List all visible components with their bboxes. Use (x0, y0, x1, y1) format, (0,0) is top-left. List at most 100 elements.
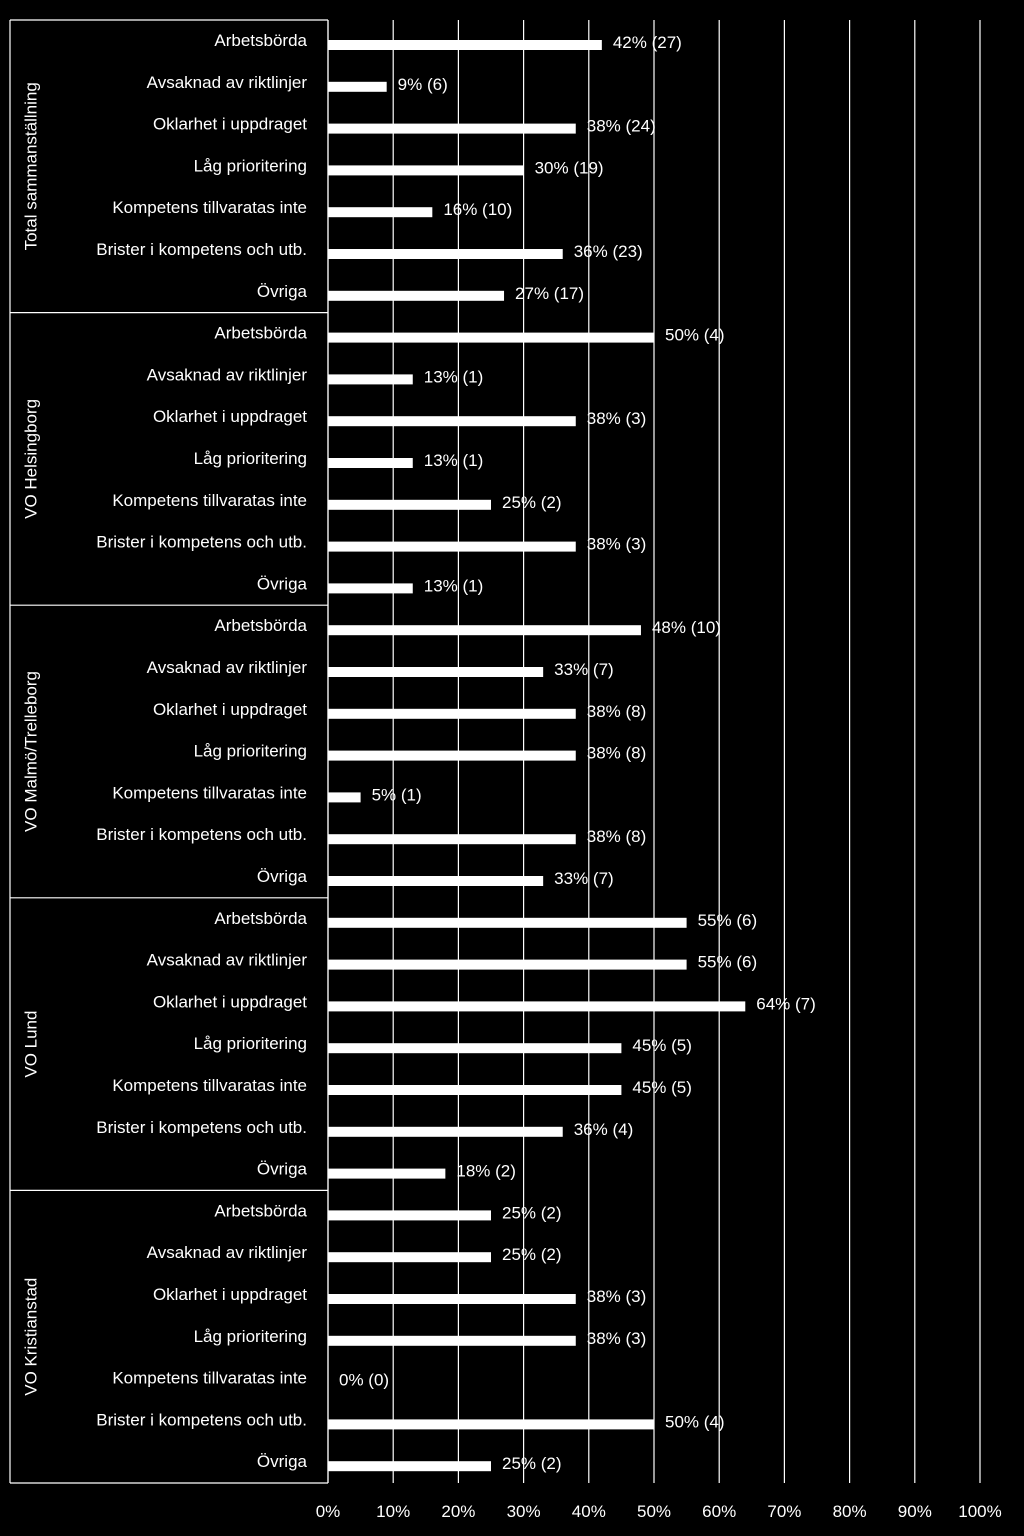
bar (328, 1168, 446, 1179)
category-label: Låg prioritering (194, 1327, 307, 1346)
category-label: Brister i kompetens och utb. (96, 1118, 307, 1137)
data-label: 30% (19) (535, 158, 604, 177)
data-label: 42% (27) (613, 33, 682, 52)
data-label: 13% (1) (424, 576, 484, 595)
group-label: VO Kristianstad (21, 1278, 40, 1396)
bar (328, 1461, 491, 1472)
category-label: Oklarhet i uppdraget (153, 115, 307, 134)
bar (328, 249, 563, 259)
bar (328, 876, 544, 886)
category-label: Kompetens tillvaratas inte (112, 783, 307, 802)
category-label: Avsaknad av riktlinjer (147, 73, 308, 92)
bar (328, 583, 413, 594)
bar (328, 917, 687, 928)
data-label: 48% (10) (652, 618, 721, 637)
bar (328, 123, 576, 134)
category-axis-frame (9, 19, 329, 1484)
labels: 0% 10% 20% 30% 40% 50% 60% 70% 80% 90% 100% Total s… (21, 31, 1001, 1521)
bar (328, 40, 602, 50)
bar (328, 374, 413, 385)
category-label: Arbetsbörda (214, 909, 307, 928)
data-label: 45% (5) (632, 1078, 692, 1097)
bar (328, 1085, 622, 1095)
data-label: 36% (4) (574, 1120, 634, 1139)
x-tick-label: 90% (898, 1502, 932, 1521)
grid-lines (327, 20, 981, 1483)
category-label: Övriga (257, 1452, 308, 1471)
category-label: Låg prioritering (194, 156, 307, 175)
x-tick-label: 80% (833, 1502, 867, 1521)
data-label: 18% (2) (456, 1162, 516, 1181)
bar (328, 416, 576, 427)
data-label: 38% (3) (587, 535, 647, 554)
x-tick-label: 0% (316, 1502, 341, 1521)
bar (328, 1252, 491, 1263)
bar (328, 708, 576, 719)
category-label: Arbetsbörda (214, 1201, 307, 1220)
group-label: VO Helsingborg (21, 399, 40, 519)
bar (328, 499, 491, 510)
data-label: 25% (2) (502, 493, 562, 512)
category-label: Avsaknad av riktlinjer (147, 951, 308, 970)
data-label: 64% (7) (756, 994, 816, 1013)
bar (328, 667, 544, 677)
bar (328, 332, 654, 343)
x-tick-label: 60% (702, 1502, 736, 1521)
data-label: 33% (7) (554, 660, 614, 679)
bar (328, 625, 641, 636)
bar (328, 1001, 746, 1012)
category-label: Övriga (257, 282, 308, 301)
bar (328, 750, 576, 761)
category-label: Övriga (257, 574, 308, 593)
bar (328, 290, 505, 301)
data-label: 38% (3) (587, 409, 647, 428)
data-label: 25% (2) (502, 1203, 562, 1222)
bar (328, 1043, 622, 1054)
group-label: Total sammanställning (21, 82, 40, 250)
data-label: 38% (8) (587, 744, 647, 763)
category-label: Kompetens tillvaratas inte (112, 1076, 307, 1095)
category-label: Arbetsbörda (214, 616, 307, 635)
x-tick-label: 50% (637, 1502, 671, 1521)
bar (328, 1335, 576, 1346)
category-label: Övriga (257, 867, 308, 886)
x-tick-label: 100% (958, 1502, 1001, 1521)
category-label: Låg prioritering (194, 742, 307, 761)
bar (328, 959, 687, 970)
bar (328, 792, 361, 803)
group-label: VO Malmö/Trelleborg (21, 671, 40, 832)
bar (328, 81, 387, 92)
data-label: 25% (2) (502, 1454, 562, 1473)
category-label: Avsaknad av riktlinjer (147, 1243, 308, 1262)
data-label: 38% (8) (587, 702, 647, 721)
bar (328, 541, 576, 552)
bar (328, 1210, 491, 1221)
category-label: Oklarhet i uppdraget (153, 992, 307, 1011)
bar (328, 1126, 563, 1137)
category-label: Oklarhet i uppdraget (153, 700, 307, 719)
bar (328, 458, 413, 468)
group-label: VO Lund (21, 1011, 40, 1078)
bars (328, 40, 746, 1472)
category-label: Brister i kompetens och utb. (96, 825, 307, 844)
category-label: Oklarhet i uppdraget (153, 407, 307, 426)
data-label: 38% (3) (587, 1287, 647, 1306)
category-label: Arbetsbörda (214, 324, 307, 343)
data-label: 50% (4) (665, 1412, 725, 1431)
bar (328, 834, 576, 845)
category-label: Låg prioritering (194, 449, 307, 468)
bar (328, 165, 524, 176)
category-label: Avsaknad av riktlinjer (147, 365, 308, 384)
data-label: 13% (1) (424, 451, 484, 470)
category-label: Avsaknad av riktlinjer (147, 658, 308, 677)
data-label: 5% (1) (372, 785, 422, 804)
data-label: 38% (3) (587, 1329, 647, 1348)
x-tick-label: 70% (767, 1502, 801, 1521)
data-label: 0% (0) (339, 1371, 389, 1390)
category-label: Kompetens tillvaratas inte (112, 491, 307, 510)
data-label: 55% (6) (698, 953, 758, 972)
x-tick-label: 30% (507, 1502, 541, 1521)
data-label: 16% (10) (443, 200, 512, 219)
data-label: 13% (1) (424, 367, 484, 386)
